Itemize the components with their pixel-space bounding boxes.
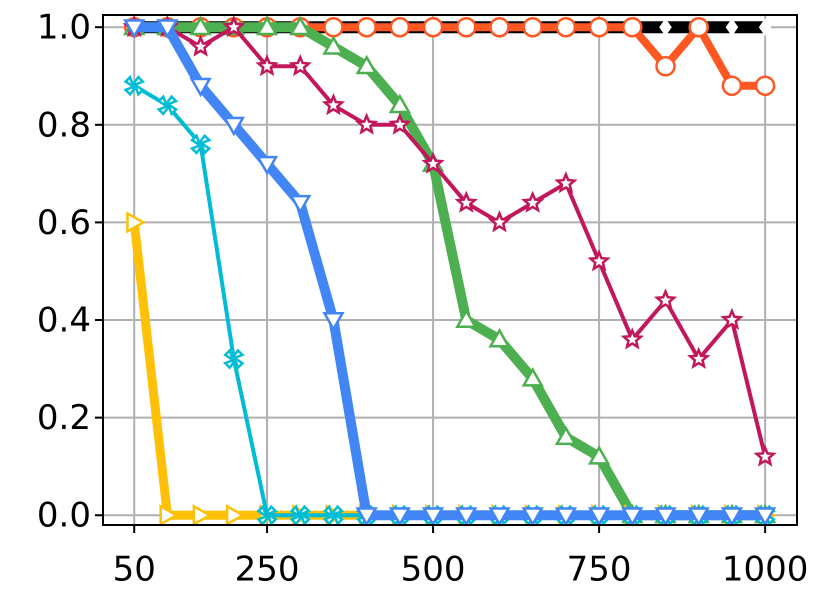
marker — [289, 194, 312, 215]
marker — [587, 445, 611, 465]
marker — [758, 18, 772, 37]
y-tick-label: 1.0 — [37, 8, 91, 48]
marker — [289, 15, 312, 36]
marker — [720, 507, 744, 527]
marker — [522, 16, 543, 38]
marker — [255, 155, 279, 176]
marker — [222, 14, 246, 38]
marker — [189, 77, 212, 98]
marker — [753, 444, 777, 467]
marker — [388, 93, 412, 114]
marker — [288, 53, 312, 77]
series — [122, 14, 777, 467]
marker — [588, 16, 610, 38]
marker — [222, 348, 245, 370]
marker — [421, 151, 445, 174]
x-tick-label: 250 — [235, 550, 300, 590]
marker — [456, 16, 477, 38]
marker — [422, 16, 444, 38]
marker — [256, 504, 278, 527]
marker — [156, 94, 179, 117]
marker — [356, 16, 377, 38]
marker — [487, 210, 512, 233]
marker — [289, 504, 312, 527]
marker — [621, 507, 644, 527]
marker — [455, 308, 478, 329]
y-tick-label: 0.2 — [37, 398, 91, 438]
marker — [521, 367, 544, 387]
marker — [255, 53, 279, 77]
marker — [720, 307, 744, 330]
marker — [620, 327, 644, 350]
marker — [225, 504, 246, 527]
marker — [655, 56, 676, 77]
marker — [355, 507, 378, 527]
marker — [192, 504, 213, 527]
marker — [388, 507, 412, 527]
marker — [355, 54, 378, 75]
marker — [521, 190, 545, 213]
marker — [687, 507, 710, 527]
marker — [721, 75, 743, 97]
marker — [489, 16, 510, 38]
x-tick-label: 500 — [401, 550, 466, 590]
marker — [587, 507, 611, 527]
marker — [389, 16, 411, 38]
marker — [455, 507, 478, 527]
y-tick-label: 0.4 — [37, 301, 91, 341]
marker — [488, 507, 511, 527]
marker — [159, 504, 179, 527]
marker — [488, 328, 511, 348]
y-tick-label: 0.6 — [37, 203, 91, 243]
plot-frame — [102, 14, 798, 526]
marker — [322, 312, 345, 332]
marker — [554, 425, 578, 446]
marker — [222, 116, 245, 137]
marker — [354, 112, 379, 135]
marker — [554, 507, 578, 527]
marker — [754, 75, 776, 97]
marker — [123, 19, 146, 39]
marker — [555, 16, 577, 38]
marker — [322, 35, 345, 55]
marker — [622, 16, 643, 38]
marker — [388, 112, 412, 135]
marker — [188, 34, 213, 57]
marker — [454, 190, 478, 213]
marker — [123, 74, 146, 97]
marker — [421, 507, 445, 527]
x-tick-label: 50 — [113, 550, 156, 590]
marker — [189, 15, 212, 36]
marker — [126, 211, 146, 234]
y-tick-label: 0.8 — [37, 105, 91, 145]
marker — [753, 507, 777, 527]
x-tick-label: 750 — [567, 550, 632, 590]
marker — [321, 93, 346, 116]
marker — [156, 19, 179, 39]
marker — [554, 171, 578, 194]
marker — [521, 507, 544, 527]
marker — [688, 16, 709, 38]
x-tick-label: 1000 — [722, 550, 809, 590]
series — [123, 19, 777, 527]
marker — [587, 249, 611, 272]
marker — [654, 507, 677, 527]
marker — [255, 15, 279, 36]
marker — [323, 16, 344, 38]
marker — [322, 504, 345, 527]
y-tick-label: 0.0 — [37, 496, 91, 536]
marker — [687, 346, 711, 369]
marker — [653, 288, 678, 311]
marker — [189, 133, 212, 156]
